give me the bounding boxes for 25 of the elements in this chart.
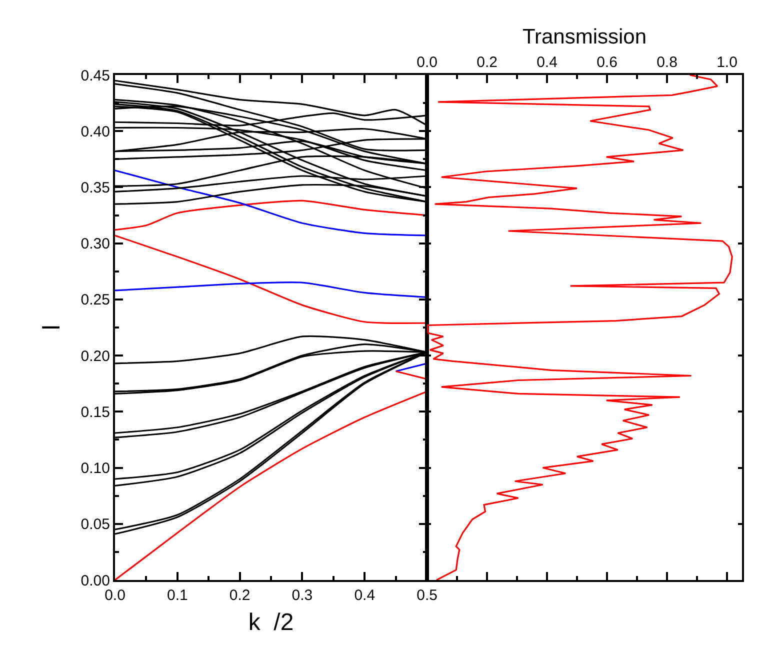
x-tick-label: 0.0 bbox=[104, 587, 126, 604]
y-tick-label: 0.35 bbox=[80, 179, 110, 196]
y-tick-label: 0.05 bbox=[80, 516, 110, 534]
x-axis-title: k /2 bbox=[248, 608, 294, 636]
x-tick-label: 0.2 bbox=[229, 587, 250, 604]
x-tick-label: 0.2 bbox=[476, 54, 498, 71]
y-tick-label: 0.40 bbox=[80, 123, 110, 140]
x-tick-label: 0.6 bbox=[596, 54, 618, 71]
y-tick-label: 0.45 bbox=[80, 67, 110, 84]
x-tick-label: 0.4 bbox=[536, 54, 558, 71]
x-tick-label: 0.5 bbox=[416, 587, 438, 604]
y-tick-label: 0.10 bbox=[80, 460, 110, 478]
x-tick-label: 0.4 bbox=[354, 587, 376, 604]
y-tick-label: 0.30 bbox=[80, 236, 110, 253]
y-tick-label: 0.15 bbox=[80, 404, 110, 421]
x-tick-label: 0.0 bbox=[416, 54, 438, 71]
y-tick-label: 0.20 bbox=[80, 348, 110, 365]
x-tick-label: 0.1 bbox=[166, 587, 188, 604]
x-tick-label: 1.0 bbox=[716, 54, 738, 71]
x-axis-title: Transmission bbox=[522, 26, 647, 49]
y-tick-label: 0.00 bbox=[80, 572, 110, 590]
x-tick-label: 0.3 bbox=[292, 587, 313, 604]
y-tick-label: 0.25 bbox=[80, 292, 110, 309]
y-axis-title: l bbox=[38, 324, 66, 330]
x-tick-label: 0.8 bbox=[656, 54, 678, 71]
